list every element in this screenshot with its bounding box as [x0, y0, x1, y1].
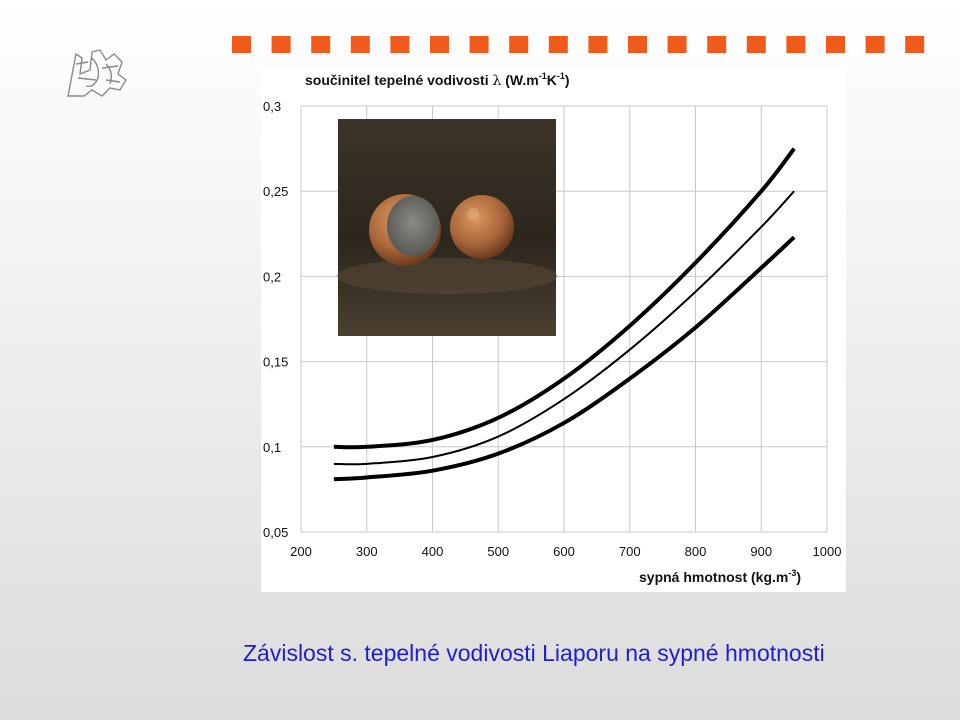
stripe-square: [667, 36, 687, 53]
slide-caption: Závislost s. tepelné vodivosti Liaporu n…: [243, 640, 825, 666]
x-tick-label: 700: [619, 544, 641, 559]
x-tick-label: 400: [422, 544, 444, 559]
series-line: [333, 190, 795, 466]
chart-canvas: 200 300 400 500 600 700 800 900 1000 0,3 0,25 0,2 0,…: [263, 71, 841, 585]
y-tick-label: 0,25: [263, 184, 288, 199]
university-logo-icon: [67, 49, 127, 97]
stripe-square: [430, 36, 449, 53]
data-series: [333, 147, 796, 482]
x-axis-label: sypná hmotnost (kg.m-3): [639, 568, 801, 585]
stripe-square: [548, 36, 568, 53]
x-tick-label: 200: [290, 544, 312, 559]
stripe-square: [469, 36, 489, 53]
stripe-square: [628, 36, 647, 53]
stripe-square: [786, 36, 806, 53]
stripe-square: [707, 36, 727, 53]
stripe-square: [826, 36, 845, 53]
y-tick-label: 0,15: [263, 355, 288, 370]
stripe-square: [271, 36, 291, 53]
expanded-clay-photo: [337, 119, 557, 336]
y-tick-label: 0,05: [263, 525, 288, 540]
stripe-square: [905, 36, 925, 53]
x-tick-label: 600: [553, 544, 575, 559]
series-line: [333, 147, 796, 450]
chart-panel: 200 300 400 500 600 700 800 900 1000 0,3 0,25 0,2 0,…: [261, 66, 846, 592]
stripe-square: [509, 36, 529, 53]
y-axis-label: součinitel tepelné vodivosti λ (W.m-1K-1…: [305, 71, 570, 89]
stripe-square: [746, 36, 766, 53]
axis-ticks: 200 300 400 500 600 700 800 900 1000 0,3 0,25 0,2 0,…: [263, 99, 841, 559]
y-tick-label: 0,2: [263, 269, 281, 284]
x-tick-label: 800: [685, 544, 707, 559]
y-tick-label: 0,1: [263, 440, 281, 455]
series-line: [333, 235, 796, 482]
stripe-square: [232, 36, 251, 53]
x-tick-label: 500: [487, 544, 509, 559]
x-tick-label: 900: [750, 544, 772, 559]
header-decoration-stripe: [232, 36, 925, 53]
x-tick-label: 300: [356, 544, 378, 559]
stripe-square: [311, 36, 331, 53]
stripe-square: [350, 36, 370, 53]
stripe-square: [588, 36, 608, 53]
x-tick-label: 1000: [813, 544, 842, 559]
stripe-square: [390, 36, 410, 53]
stripe-square: [865, 36, 885, 53]
y-tick-label: 0,3: [263, 99, 281, 114]
